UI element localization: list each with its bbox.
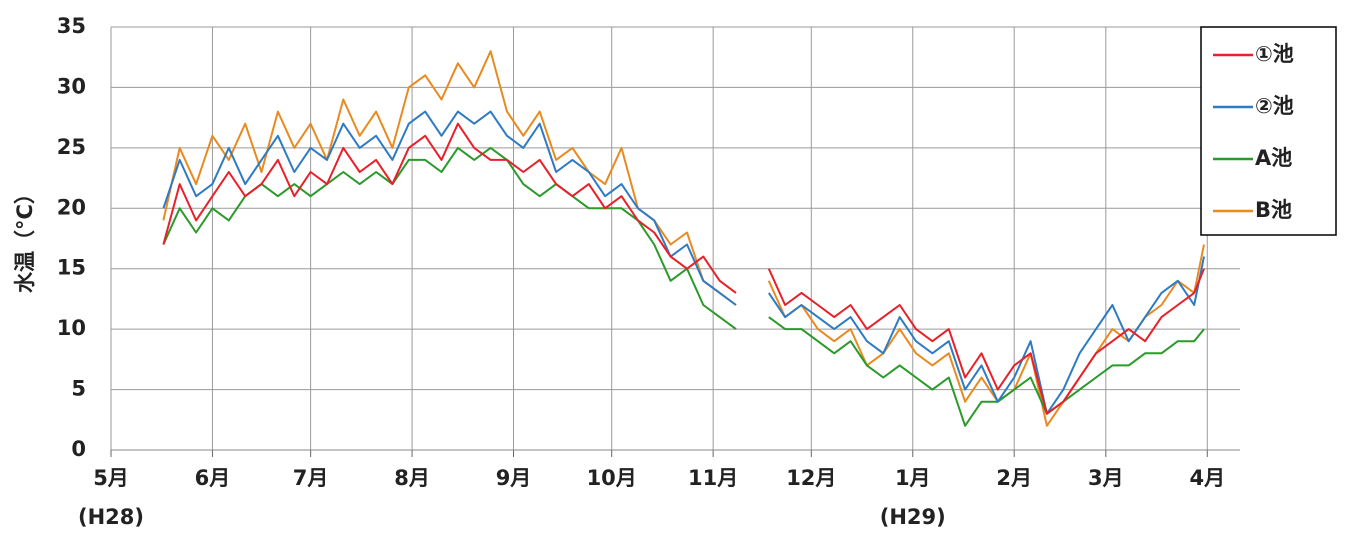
data-line xyxy=(162,50,1205,427)
x-tick-label: 8月 xyxy=(394,466,430,490)
x-sublabel: (H28) xyxy=(78,505,144,529)
x-tick-label: 1月 xyxy=(895,466,931,490)
x-tick-label: 12月 xyxy=(786,466,836,490)
x-tick-label: 4月 xyxy=(1189,466,1225,490)
legend-label: A池 xyxy=(1255,146,1292,170)
y-axis-label: 水温（°C） xyxy=(13,183,37,293)
data-line xyxy=(162,122,1205,415)
legend-box xyxy=(1200,26,1337,236)
y-tick-label: 5 xyxy=(71,377,86,401)
y-tick-label: 35 xyxy=(57,14,86,38)
x-tick-label: 9月 xyxy=(496,466,532,490)
y-tick-label: 30 xyxy=(57,74,86,98)
y-tick-label: 15 xyxy=(57,256,86,280)
legend-label: B池 xyxy=(1255,198,1292,222)
x-tick-label: 7月 xyxy=(293,466,329,490)
y-tick-label: 0 xyxy=(71,437,86,461)
x-tick-label: 10月 xyxy=(587,466,637,490)
x-tick-label: 5月 xyxy=(93,466,129,490)
x-tick-label: 6月 xyxy=(195,466,231,490)
legend-label: ②池 xyxy=(1255,94,1294,118)
y-tick-label: 25 xyxy=(57,135,86,159)
legend-label: ①池 xyxy=(1255,42,1294,66)
data-line xyxy=(162,146,1205,427)
y-tick-label: 10 xyxy=(57,316,86,340)
data-line xyxy=(162,110,1205,415)
y-tick-label: 20 xyxy=(57,195,86,219)
x-tick-label: 11月 xyxy=(688,466,738,490)
x-tick-label: 3月 xyxy=(1088,466,1124,490)
x-sublabel: (H29) xyxy=(880,505,946,529)
x-tick-label: 2月 xyxy=(996,466,1032,490)
